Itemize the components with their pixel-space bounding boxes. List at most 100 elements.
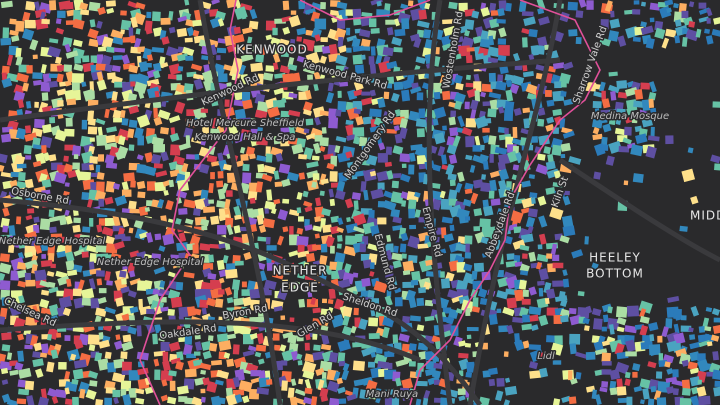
building [705, 306, 713, 313]
building [232, 344, 240, 355]
building [649, 349, 658, 357]
building [614, 127, 627, 136]
building [433, 106, 447, 119]
building [272, 99, 286, 109]
building [130, 16, 138, 28]
building [95, 245, 108, 253]
building [361, 11, 373, 18]
building [128, 370, 140, 381]
building [200, 189, 209, 201]
building [206, 154, 218, 163]
building [56, 250, 66, 259]
building [592, 127, 600, 135]
building [338, 172, 347, 182]
building [200, 138, 207, 146]
building [241, 281, 247, 288]
building [120, 380, 132, 392]
building [33, 315, 39, 323]
building [7, 243, 15, 254]
building [625, 351, 637, 357]
boundary [299, 0, 431, 21]
building [64, 43, 72, 53]
building [454, 100, 463, 110]
building [82, 55, 90, 63]
building [545, 160, 556, 170]
building [128, 105, 140, 115]
building [654, 27, 666, 40]
building [0, 133, 12, 143]
building [34, 101, 39, 108]
building [231, 279, 241, 291]
building [513, 339, 525, 351]
building [653, 390, 662, 401]
building [293, 281, 301, 291]
building [280, 136, 290, 147]
building [393, 81, 404, 91]
building [328, 117, 339, 129]
building [697, 379, 702, 385]
building [71, 145, 82, 157]
building [72, 18, 85, 30]
building [302, 190, 309, 198]
building [546, 253, 553, 259]
building [336, 180, 346, 193]
building [130, 180, 136, 188]
building [288, 64, 298, 71]
building [413, 37, 422, 48]
building [312, 260, 321, 268]
building [64, 335, 71, 342]
building [48, 209, 55, 218]
building [303, 128, 310, 134]
building [278, 163, 291, 174]
building [341, 369, 350, 381]
building [464, 182, 474, 191]
building [73, 9, 83, 22]
building [610, 91, 617, 101]
building [104, 270, 111, 281]
building [672, 388, 679, 396]
building [391, 396, 400, 405]
building [166, 396, 177, 405]
building [56, 73, 64, 83]
building [352, 272, 359, 278]
building [505, 260, 518, 268]
building [325, 92, 335, 104]
building [69, 353, 77, 361]
building [90, 55, 99, 64]
building [127, 290, 137, 298]
building [601, 144, 609, 151]
building [469, 99, 479, 110]
building [249, 153, 256, 160]
building [199, 243, 211, 252]
building [27, 208, 35, 214]
building [95, 63, 108, 71]
building [698, 16, 710, 23]
building [538, 16, 550, 26]
building [346, 47, 352, 53]
building [705, 35, 714, 45]
building [25, 214, 33, 221]
building [136, 114, 151, 128]
building [346, 134, 356, 141]
building [15, 72, 29, 83]
building [224, 242, 231, 251]
building [633, 0, 640, 5]
building [361, 347, 374, 357]
building [58, 215, 67, 226]
building [89, 380, 98, 387]
building [338, 360, 346, 367]
building [234, 46, 242, 55]
building [666, 368, 674, 375]
building [562, 61, 574, 71]
building [40, 81, 51, 92]
building [624, 9, 633, 15]
building [93, 235, 104, 248]
building [525, 216, 536, 229]
building [158, 333, 166, 342]
building [97, 358, 110, 371]
building [120, 351, 128, 360]
building [443, 233, 454, 243]
building [296, 333, 304, 342]
building [498, 45, 510, 56]
building [608, 71, 618, 77]
